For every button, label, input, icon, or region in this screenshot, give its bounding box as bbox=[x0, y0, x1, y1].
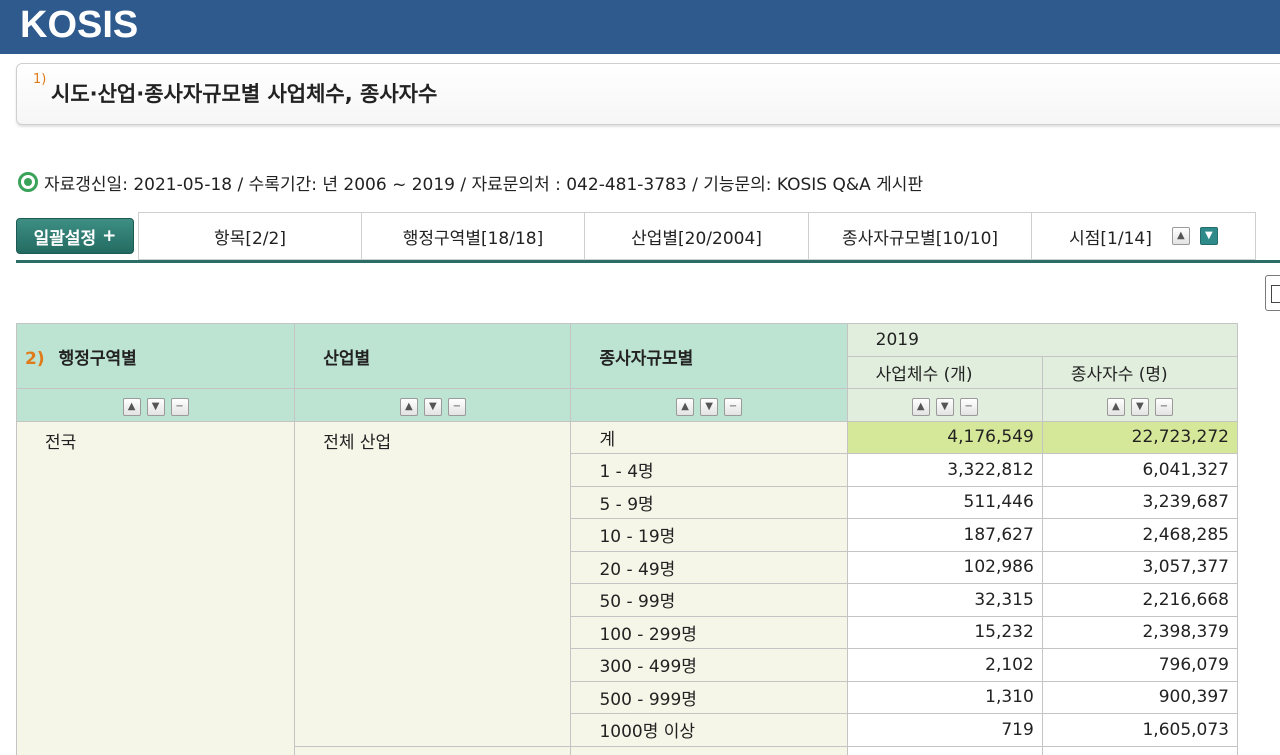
data-table: 2) 행정구역별 산업별 종사자규모별 2019 사업체수 (개) 종사자수 (명… bbox=[15, 323, 1239, 755]
firms-cell: 511,446 bbox=[846, 485, 1043, 519]
tab-period-label: 시점[1/14] bbox=[1069, 228, 1152, 249]
chevron-up-icon[interactable]: ▲ bbox=[399, 397, 418, 416]
firms-cell: 15,232 bbox=[846, 615, 1043, 649]
industry-cell: 전체 산업 bbox=[294, 420, 572, 747]
industry-cell-next bbox=[294, 745, 572, 755]
size-cell: 20 - 49명 bbox=[570, 550, 848, 584]
export-icon[interactable] bbox=[1265, 275, 1280, 311]
chevron-up-icon[interactable]: ▲ bbox=[911, 397, 930, 416]
firms-sort-controls: ▲ ▼ − bbox=[846, 388, 1043, 422]
chevron-down-icon[interactable]: ▼ bbox=[1199, 227, 1218, 245]
chevron-down-icon[interactable]: ▼ bbox=[423, 397, 442, 416]
title-number: 1) bbox=[33, 72, 47, 87]
size-cell: 1000명 이상 bbox=[570, 713, 848, 747]
chevron-down-icon[interactable]: ▼ bbox=[700, 397, 719, 416]
region-cell: 전국 bbox=[15, 420, 296, 755]
tab-region-label: 행정구역별[18/18] bbox=[402, 228, 544, 249]
minus-icon[interactable]: − bbox=[1154, 397, 1173, 416]
size-cell: 계 bbox=[570, 420, 848, 454]
bulk-settings-button[interactable]: 일괄설정 + bbox=[16, 218, 134, 254]
firms-cell: 719 bbox=[846, 713, 1043, 747]
firms-cell: 32,315 bbox=[846, 583, 1043, 617]
workers-cell: 1,605,073 bbox=[1041, 713, 1239, 747]
workers-cell: 3,057,377 bbox=[1041, 550, 1239, 584]
tab-items-label: 항목[2/2] bbox=[214, 228, 286, 249]
tab-industry-label: 산업별[20/2004] bbox=[631, 228, 762, 249]
header-marker: 2) bbox=[25, 348, 45, 369]
minus-icon[interactable]: − bbox=[447, 397, 466, 416]
header-year: 2019 bbox=[846, 323, 1239, 357]
size-cell: 100 - 299명 bbox=[570, 615, 848, 649]
minus-icon[interactable]: − bbox=[959, 397, 978, 416]
chevron-down-icon[interactable]: ▼ bbox=[935, 397, 954, 416]
workers-sort-controls: ▲ ▼ − bbox=[1041, 388, 1239, 422]
header-industry: 산업별 bbox=[294, 323, 572, 389]
workers-cell: 2,468,285 bbox=[1041, 518, 1239, 552]
chevron-up-icon[interactable]: ▲ bbox=[122, 397, 141, 416]
kosis-logo[interactable]: KOSIS bbox=[20, 4, 139, 46]
tab-employee-size[interactable]: 종사자규모별[10/10] bbox=[809, 212, 1032, 260]
size-cell: 10 - 19명 bbox=[570, 518, 848, 552]
info-line: 자료갱신일: 2021-05-18 / 수록기간: 년 2006 ~ 2019 … bbox=[18, 170, 924, 195]
tab-industry[interactable]: 산업별[20/2004] bbox=[585, 212, 809, 260]
size-cell: 1 - 4명 bbox=[570, 453, 848, 487]
chevron-up-icon[interactable]: ▲ bbox=[676, 397, 695, 416]
firms-cell: 1,310 bbox=[846, 680, 1043, 714]
info-text: 자료갱신일: 2021-05-18 / 수록기간: 년 2006 ~ 2019 … bbox=[44, 174, 924, 195]
tab-period[interactable]: 시점[1/14] ▲ ▼ bbox=[1032, 212, 1256, 260]
workers-cell: 2,216,668 bbox=[1041, 583, 1239, 617]
tab-employee-size-label: 종사자규모별[10/10] bbox=[841, 228, 999, 249]
header-region: 2) 행정구역별 bbox=[15, 323, 296, 389]
header-workers: 종사자수 (명) bbox=[1041, 355, 1239, 389]
firms-cell: 4,176,549 bbox=[846, 420, 1043, 454]
workers-cell: 796,079 bbox=[1041, 648, 1239, 682]
workers-cell bbox=[1041, 745, 1239, 755]
firms-cell: 2,102 bbox=[846, 648, 1043, 682]
tab-region[interactable]: 행정구역별[18/18] bbox=[362, 212, 585, 260]
plus-icon: + bbox=[102, 226, 117, 246]
workers-cell: 2,398,379 bbox=[1041, 615, 1239, 649]
chevron-up-icon[interactable]: ▲ bbox=[1106, 397, 1125, 416]
workers-cell: 6,041,327 bbox=[1041, 453, 1239, 487]
chevron-up-icon[interactable]: ▲ bbox=[1171, 227, 1190, 245]
workers-cell: 3,239,687 bbox=[1041, 485, 1239, 519]
minus-icon[interactable]: − bbox=[724, 397, 743, 416]
region-sort-controls: ▲ ▼ − bbox=[15, 388, 296, 422]
page-title: 시도·산업·종사자규모별 사업체수, 종사자수 bbox=[51, 82, 438, 106]
size-cell: 50 - 99명 bbox=[570, 583, 848, 617]
size-cell: 500 - 999명 bbox=[570, 680, 848, 714]
tab-items[interactable]: 항목[2/2] bbox=[138, 212, 362, 260]
firms-cell bbox=[846, 745, 1043, 755]
industry-sort-controls: ▲ ▼ − bbox=[294, 388, 572, 422]
top-bar: KOSIS bbox=[0, 0, 1280, 54]
minus-icon[interactable]: − bbox=[170, 397, 189, 416]
title-panel: 1) 시도·산업·종사자규모별 사업체수, 종사자수 bbox=[16, 63, 1280, 125]
size-cell bbox=[570, 745, 848, 755]
firms-cell: 102,986 bbox=[846, 550, 1043, 584]
toolbar-divider bbox=[16, 260, 1280, 263]
size-cell: 300 - 499명 bbox=[570, 648, 848, 682]
firms-cell: 3,322,812 bbox=[846, 453, 1043, 487]
bulk-settings-label: 일괄설정 bbox=[33, 228, 97, 249]
header-employee-size: 종사자규모별 bbox=[570, 323, 848, 389]
dimension-tabs: 항목[2/2] 행정구역별[18/18] 산업별[20/2004] 종사자규모별… bbox=[138, 212, 1256, 260]
chevron-down-icon[interactable]: ▼ bbox=[1130, 397, 1149, 416]
chevron-down-icon[interactable]: ▼ bbox=[146, 397, 165, 416]
workers-cell: 900,397 bbox=[1041, 680, 1239, 714]
header-firms: 사업체수 (개) bbox=[846, 355, 1043, 389]
info-circle-icon bbox=[18, 172, 38, 192]
workers-cell: 22,723,272 bbox=[1041, 420, 1239, 454]
size-cell: 5 - 9명 bbox=[570, 485, 848, 519]
firms-cell: 187,627 bbox=[846, 518, 1043, 552]
size-sort-controls: ▲ ▼ − bbox=[570, 388, 848, 422]
